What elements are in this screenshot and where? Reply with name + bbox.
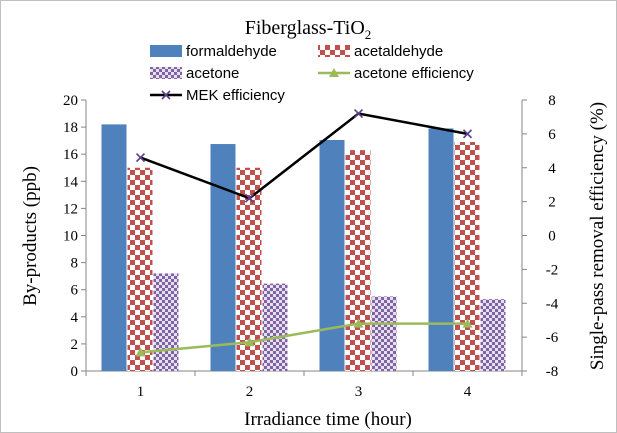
bar-acetone (153, 273, 179, 371)
bar-acetaldehyde (236, 167, 262, 371)
y2-tick-label: -6 (546, 330, 559, 346)
point-marker (135, 347, 146, 357)
bar-formaldehyde (210, 144, 236, 371)
chart-title-main: Fiberglass-TiO (245, 17, 365, 39)
x-tick-label: 3 (355, 384, 363, 400)
point-marker (244, 193, 255, 203)
chart-title-subscript: 2 (365, 27, 372, 42)
y2-tick-label: 8 (548, 93, 556, 109)
legend-label: acetaldehyde (354, 43, 443, 60)
bars (101, 124, 506, 371)
legend-label: MEK efficiency (186, 87, 285, 104)
y-tick-label: 16 (63, 147, 79, 163)
y-tick-label: 6 (71, 283, 79, 299)
y-tick-label: 14 (63, 174, 79, 190)
point-marker (135, 153, 146, 163)
legend-item-acetone: acetone (150, 65, 239, 82)
bar-acetone (480, 299, 506, 371)
y-axis-title: By-products (ppb) (20, 166, 41, 306)
y2-tick-label: -2 (546, 262, 559, 278)
series-line-acetone-efficiency (140, 322, 468, 354)
point-marker (462, 318, 473, 328)
series-line-MEK-efficiency (140, 112, 468, 200)
legend-label: formaldehyde (186, 43, 277, 60)
x-axis-title: Irradiance time (hour) (244, 409, 412, 430)
legend-swatch (150, 45, 182, 57)
x-tick-label: 1 (137, 384, 145, 400)
y2-tick-label: 0 (548, 229, 556, 245)
bar-acetaldehyde (127, 167, 153, 371)
point-marker (462, 129, 473, 139)
legend-item-formaldehyde: formaldehyde (150, 43, 277, 60)
y-tick-label: 12 (63, 201, 78, 217)
legend-item-acetone-efficiency: acetone efficiency (318, 65, 474, 82)
bar-acetone (371, 296, 397, 371)
y2-tick-label: -8 (546, 364, 559, 380)
point-marker (353, 108, 364, 119)
legend-label: acetone efficiency (354, 65, 474, 82)
y-tick-label: 10 (63, 229, 78, 245)
bar-formaldehyde (101, 124, 127, 371)
y-tick-label: 20 (63, 93, 78, 109)
bar-acetone (262, 283, 288, 371)
x-tick-label: 4 (464, 384, 472, 400)
y-tick-label: 8 (71, 256, 79, 272)
y-tick-label: 0 (71, 364, 79, 380)
y-tick-label: 2 (71, 337, 79, 353)
x-tick-label: 2 (246, 384, 254, 400)
legend-marker (329, 68, 339, 77)
lines (135, 108, 473, 357)
legend-item-acetaldehyde: acetaldehyde (318, 43, 443, 60)
point-marker (353, 318, 364, 328)
legend-swatch (318, 45, 350, 57)
legend-marker (161, 90, 171, 100)
legend-label: acetone (186, 65, 239, 82)
bar-acetaldehyde (345, 150, 371, 371)
y2-tick-label: 2 (548, 195, 556, 211)
point-marker (244, 337, 255, 347)
bar-formaldehyde (428, 128, 454, 371)
y2-tick-label: 6 (548, 127, 556, 143)
bar-acetaldehyde (454, 142, 480, 371)
y-tick-label: 18 (63, 120, 78, 136)
bar-formaldehyde (319, 139, 345, 371)
y2-tick-label: 4 (548, 161, 556, 177)
chart-title: Fiberglass-TiO2 (245, 17, 372, 42)
legend-swatch (150, 67, 182, 79)
y-tick-label: 4 (71, 310, 79, 326)
y2-tick-label: -4 (546, 296, 559, 312)
y2-axis-title: Single-pass removal efficiency (%) (587, 102, 608, 370)
legend-item-MEK-efficiency: MEK efficiency (150, 87, 285, 104)
legend: formaldehyde acetaldehyde acetone acetone e… (150, 43, 474, 104)
